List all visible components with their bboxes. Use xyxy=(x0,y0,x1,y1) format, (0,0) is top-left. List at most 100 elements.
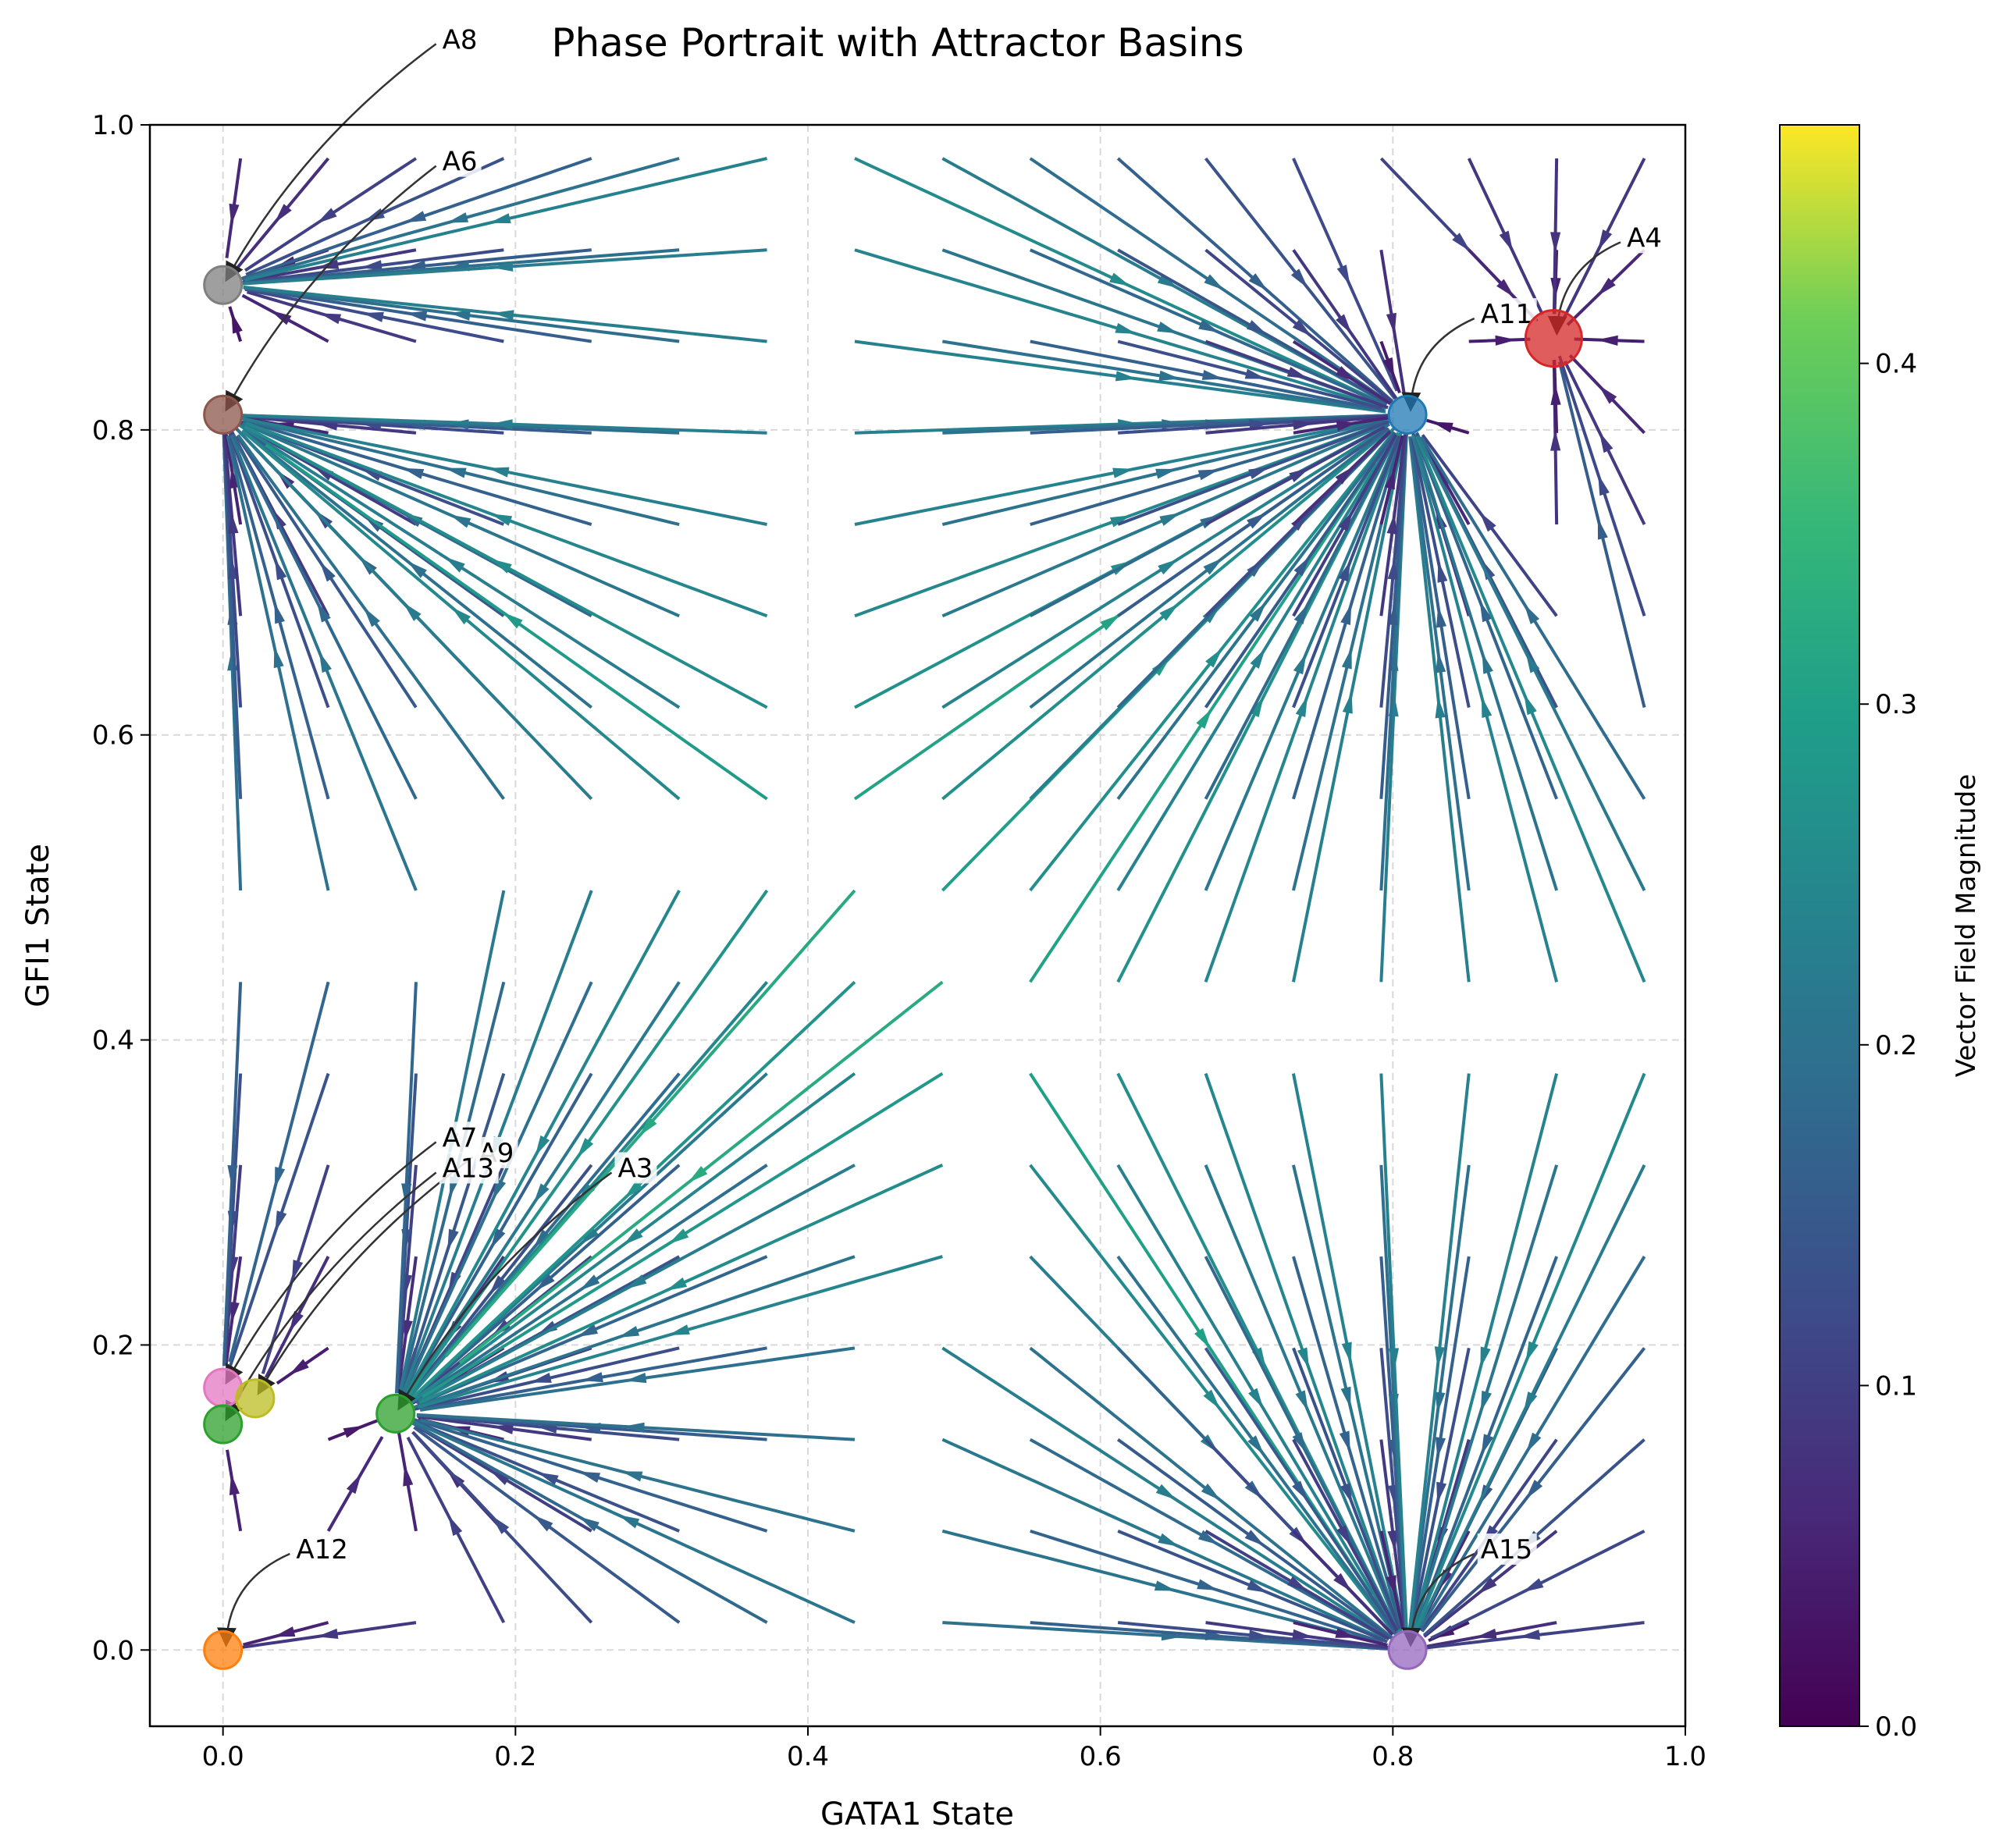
streamline-arrow xyxy=(404,211,427,223)
streamline-arrow xyxy=(1340,1386,1351,1409)
streamline-arrow xyxy=(274,204,292,224)
x-tick-label: 1.0 xyxy=(1664,1741,1706,1772)
streamline-arrow xyxy=(1387,558,1398,580)
streamline-arrow xyxy=(1204,274,1225,290)
streamline-arrow xyxy=(1388,1348,1400,1370)
attractor-a13 xyxy=(203,1404,244,1445)
streamline-arrow xyxy=(1340,603,1352,625)
streamline-arrow xyxy=(489,1470,511,1486)
streamline-arrow xyxy=(617,1325,640,1338)
streamline-arrow xyxy=(1197,469,1220,481)
y-tick-label: 0.4 xyxy=(92,1025,134,1057)
streamline-arrow xyxy=(617,1515,640,1529)
x-tick-label: 0.2 xyxy=(494,1741,536,1772)
streamline-arrow xyxy=(1244,1530,1265,1547)
streamline-arrow xyxy=(274,602,285,624)
streamline-arrow xyxy=(1495,335,1517,346)
streamline-arrow xyxy=(1434,1346,1445,1368)
streamline-arrow xyxy=(1598,229,1613,251)
streamline-arrow xyxy=(1109,515,1132,528)
streamline-arrow xyxy=(1340,1483,1353,1505)
streamline-arrow xyxy=(1598,385,1617,404)
streamline-arrow xyxy=(1341,647,1352,670)
y-axis-label: GFI1 State xyxy=(20,844,56,1008)
streamlines xyxy=(222,157,1646,1651)
streamline-arrow xyxy=(492,1178,507,1200)
streamline-arrow xyxy=(1197,1579,1219,1590)
streamline-arrow xyxy=(1292,1629,1315,1640)
streamline-arrow xyxy=(623,1422,645,1433)
annotation-box xyxy=(1477,1533,1537,1565)
streamline-arrow xyxy=(1159,513,1181,526)
annotation-label: A15 xyxy=(1481,1534,1533,1565)
streamline-arrow xyxy=(1109,272,1131,286)
streamline-arrow xyxy=(1386,1575,1396,1597)
streamline-arrow xyxy=(444,556,465,573)
streamline-arrow xyxy=(228,512,239,535)
x-tick-label: 0.0 xyxy=(202,1741,244,1772)
streamline-arrow xyxy=(1336,314,1352,335)
streamline-arrow xyxy=(1438,1569,1453,1591)
streamline-arrow xyxy=(1159,603,1179,621)
streamline-arrow xyxy=(1480,1390,1492,1413)
grid-lines xyxy=(150,124,1686,1726)
streamline-arrow xyxy=(1335,1627,1357,1638)
streamline-arrow xyxy=(1112,467,1134,478)
chart-title: Phase Portrait with Attractor Basins xyxy=(551,20,1243,66)
y-tick-label: 1.0 xyxy=(92,110,134,141)
attractor-a9 xyxy=(235,1378,276,1419)
streamline-arrow xyxy=(1598,474,1610,496)
streamline-arrow xyxy=(1336,265,1350,286)
streamline-arrow xyxy=(1386,312,1396,335)
streamline-arrow xyxy=(229,1473,240,1495)
attractor-a15 xyxy=(1387,1629,1428,1670)
colorbar-ticks: 0.0 0.1 0.2 0.3 0.4 xyxy=(1859,349,1917,1743)
streamline-arrow xyxy=(1599,432,1614,453)
streamline-arrow xyxy=(624,1180,643,1199)
annotation-box xyxy=(1477,298,1537,330)
streamline-arrow xyxy=(1385,467,1395,490)
colorbar-label: Vector Field Magnitude xyxy=(1951,774,1982,1078)
streamline-arrow xyxy=(1194,1327,1211,1349)
streamline-arrow xyxy=(1342,691,1353,714)
streamline-arrow xyxy=(1435,696,1446,719)
annotation-box xyxy=(293,1533,353,1565)
streamline-arrow xyxy=(578,1471,601,1484)
streamline-arrow xyxy=(270,310,292,325)
streamline-arrow xyxy=(402,1320,413,1342)
streamline-arrow xyxy=(578,1516,600,1532)
annotation-label: A7 xyxy=(443,1122,478,1153)
streamline-arrow xyxy=(1435,1391,1446,1413)
streamline-arrow xyxy=(490,514,513,526)
colorbar: 0.0 0.1 0.2 0.3 0.4 Vector Field Magnitude xyxy=(1779,124,1982,1743)
annotation-box xyxy=(439,1152,499,1184)
streamline-arrow xyxy=(490,1515,510,1534)
streamline-arrow xyxy=(1452,233,1471,252)
streamline-arrow xyxy=(1435,1437,1446,1459)
streamline-arrow xyxy=(1295,695,1308,718)
streamline-arrow xyxy=(1480,1346,1491,1369)
streamline-arrow xyxy=(535,1135,550,1157)
streamline-arrow xyxy=(401,512,423,528)
streamline-arrow xyxy=(1293,420,1315,431)
annotation-label: A13 xyxy=(443,1153,495,1184)
streamline-arrow xyxy=(1523,1391,1538,1413)
streamline-arrow xyxy=(1247,1435,1265,1455)
streamline-arrow xyxy=(1248,1629,1271,1640)
colorbar-tick-label: 0.1 xyxy=(1875,1370,1917,1402)
streamline-arrow xyxy=(1525,652,1540,673)
streamline-arrow xyxy=(1479,511,1496,532)
streamline-arrow xyxy=(1293,556,1311,577)
streamline-arrow xyxy=(289,1310,304,1332)
streamline-arrow xyxy=(1437,561,1448,583)
streamline-arrow xyxy=(361,260,382,271)
streamline-arrow xyxy=(401,1183,412,1205)
streamline-arrow xyxy=(537,1472,559,1485)
streamline-arrow xyxy=(1597,517,1608,540)
streamline-arrow xyxy=(1431,421,1453,433)
streamline-arrow xyxy=(668,1324,690,1336)
annotation-label: A12 xyxy=(296,1534,348,1565)
streamline-arrow xyxy=(403,1464,414,1487)
streamline-arrow xyxy=(449,310,471,321)
